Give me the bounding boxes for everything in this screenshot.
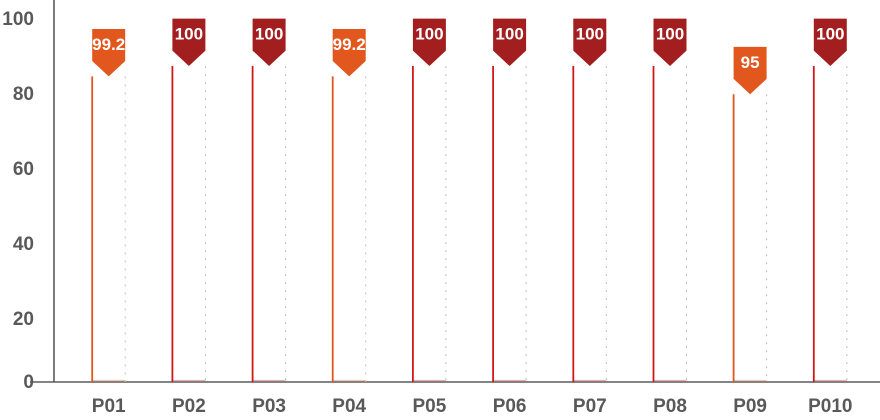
svg-text:100: 100 <box>816 25 844 44</box>
svg-text:0: 0 <box>23 372 34 393</box>
svg-text:P02: P02 <box>172 396 206 417</box>
svg-text:95: 95 <box>741 53 760 72</box>
svg-text:100: 100 <box>576 25 604 44</box>
svg-text:P08: P08 <box>653 396 687 417</box>
svg-text:100: 100 <box>2 9 34 30</box>
svg-text:P09: P09 <box>733 396 767 417</box>
svg-text:P06: P06 <box>493 396 527 417</box>
svg-text:99.2: 99.2 <box>92 35 125 54</box>
svg-text:99.2: 99.2 <box>333 35 366 54</box>
svg-text:60: 60 <box>13 159 34 180</box>
svg-text:P03: P03 <box>252 396 286 417</box>
svg-text:P04: P04 <box>332 396 366 417</box>
svg-text:P010: P010 <box>808 396 852 417</box>
svg-text:100: 100 <box>175 25 203 44</box>
svg-text:20: 20 <box>13 309 34 330</box>
svg-text:P07: P07 <box>573 396 607 417</box>
svg-text:P05: P05 <box>412 396 446 417</box>
svg-text:100: 100 <box>415 25 443 44</box>
svg-text:100: 100 <box>255 25 283 44</box>
svg-text:100: 100 <box>656 25 684 44</box>
svg-text:40: 40 <box>13 234 34 255</box>
svg-text:100: 100 <box>495 25 523 44</box>
svg-text:P01: P01 <box>92 396 126 417</box>
svg-text:80: 80 <box>13 84 34 105</box>
